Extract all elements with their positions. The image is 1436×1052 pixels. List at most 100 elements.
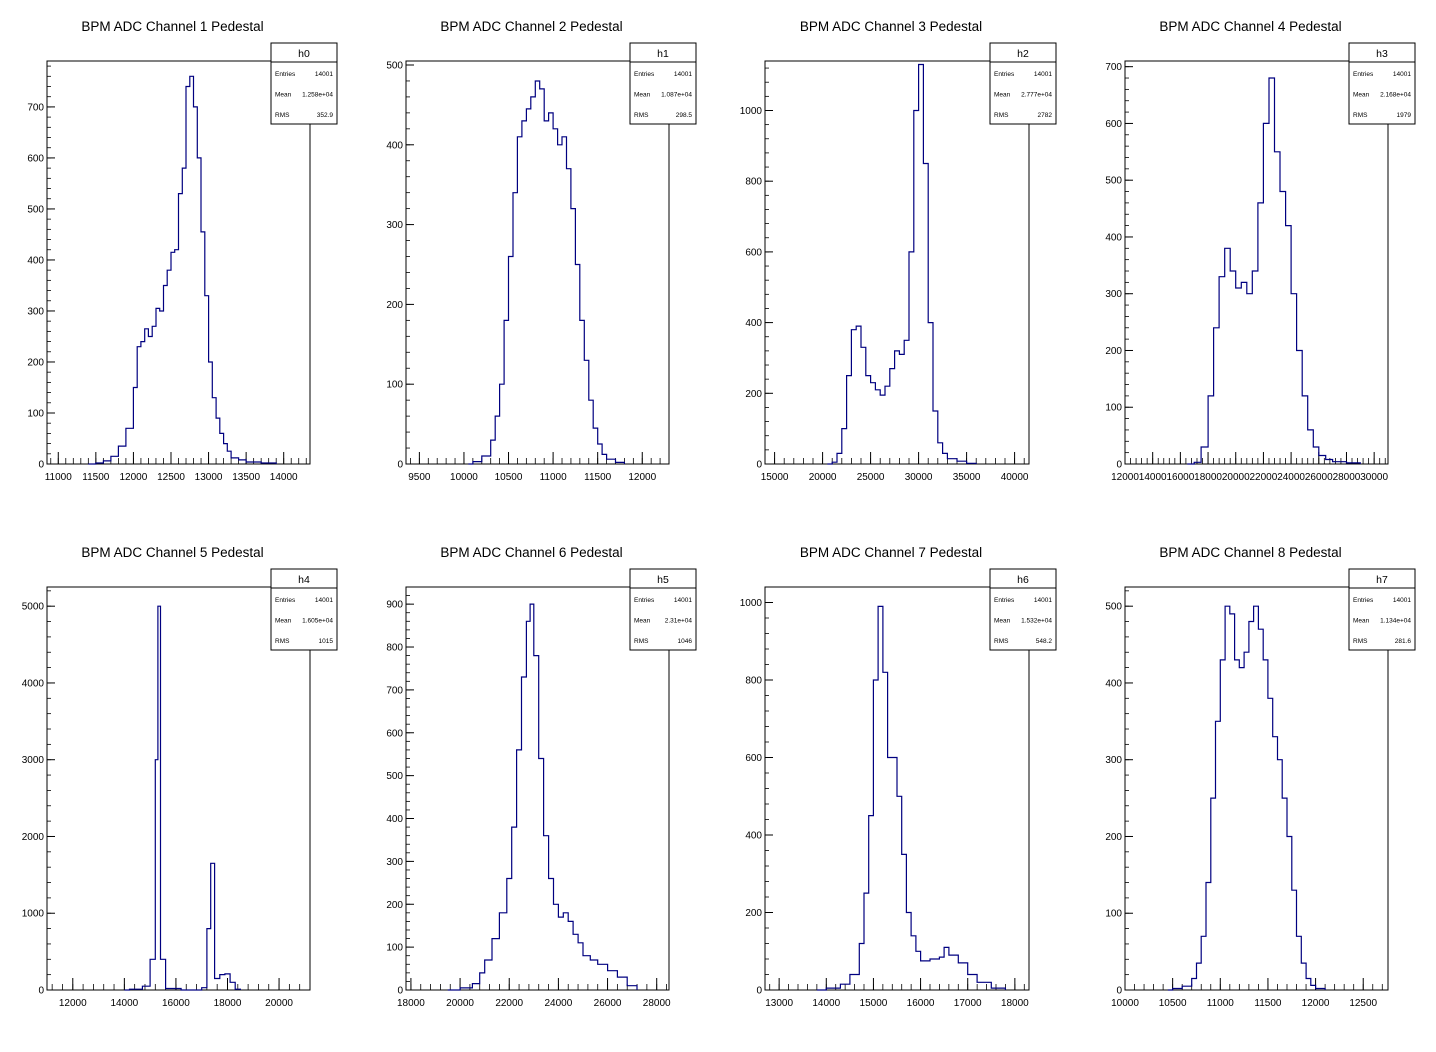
- x-tick-label: 30000: [1360, 472, 1388, 483]
- stats-box-frame: [989, 42, 1057, 125]
- stats-value-rms: 1046: [678, 638, 693, 645]
- stats-label-entries: Entries: [1353, 597, 1374, 604]
- y-tick-label: 400: [1105, 232, 1122, 243]
- y-tick-label: 200: [1105, 346, 1122, 357]
- stats-box-frame: [270, 568, 338, 651]
- y-tick-label: 100: [1105, 909, 1122, 920]
- x-tick-label: 20000: [265, 998, 293, 1009]
- y-tick-label: 200: [386, 900, 403, 911]
- stats-name: h5: [657, 574, 669, 586]
- stats-value-mean: 1.532e+04: [1021, 618, 1052, 625]
- x-tick-label: 28000: [643, 998, 671, 1009]
- stats-label-entries: Entries: [634, 597, 655, 604]
- y-tick-label: 800: [386, 643, 403, 654]
- stats-name: h3: [1376, 48, 1388, 60]
- stats-name: h6: [1017, 574, 1029, 586]
- x-tick-label: 16000: [162, 998, 190, 1009]
- x-tick-label: 14000: [110, 998, 138, 1009]
- y-tick-label: 400: [386, 814, 403, 825]
- y-tick-label: 600: [745, 753, 762, 764]
- histogram-pad-7: BPM ADC Channel 7 Pedestal 0 200 400 600 800 1…: [740, 545, 1057, 1009]
- y-tick-label: 600: [1105, 119, 1122, 130]
- y-tick-label: 0: [397, 986, 403, 997]
- x-tick-label: 26000: [594, 998, 622, 1009]
- stats-value-mean: 1.258e+04: [302, 92, 333, 99]
- x-tick-label: 15000: [761, 472, 789, 483]
- stats-value-entries: 14001: [674, 597, 692, 604]
- histogram-pad-4: BPM ADC Channel 4 Pedestal 0 100 200 300 400 5…: [1105, 19, 1416, 483]
- stats-box-frame: [270, 42, 338, 125]
- stats-value-entries: 14001: [315, 597, 333, 604]
- y-tick-label: 400: [1105, 678, 1122, 689]
- stats-box-frame: [1348, 568, 1416, 651]
- x-tick-label: 20000: [446, 998, 474, 1009]
- histogram-pad-6: BPM ADC Channel 6 Pedestal 0 100 200 300 400 5…: [386, 545, 697, 1009]
- x-tick-label: 12000: [1111, 472, 1139, 483]
- y-tick-label: 500: [386, 771, 403, 782]
- stats-label-mean: Mean: [275, 618, 292, 625]
- x-tick-label: 30000: [905, 472, 933, 483]
- x-tick-label: 10000: [450, 472, 478, 483]
- x-tick-label: 14000: [270, 472, 298, 483]
- plot-frame: [46, 586, 311, 991]
- stats-value-rms: 298.5: [676, 112, 693, 119]
- stats-box: h2 Entries 14001 Mean 2.777e+04 RMS 2782: [989, 42, 1057, 125]
- stats-value-mean: 2.168e+04: [1380, 92, 1411, 99]
- y-tick-label: 200: [386, 300, 403, 311]
- x-tick-label: 14000: [812, 998, 840, 1009]
- chart-title: BPM ADC Channel 5 Pedestal: [81, 545, 263, 560]
- histogram-series: [447, 603, 638, 991]
- stats-box-frame: [629, 42, 697, 125]
- y-tick-label: 800: [745, 177, 762, 188]
- x-tick-label: 35000: [953, 472, 981, 483]
- chart-title: BPM ADC Channel 8 Pedestal: [1159, 545, 1341, 560]
- x-tick-label: 14000: [1139, 472, 1167, 483]
- plot-frame: [405, 586, 670, 991]
- y-tick-label: 900: [386, 600, 403, 611]
- stats-value-entries: 14001: [1034, 71, 1052, 78]
- histogram-pad-5: BPM ADC Channel 5 Pedestal 0 1000 2000 3000 4…: [22, 545, 338, 1009]
- stats-label-entries: Entries: [1353, 71, 1374, 78]
- y-tick-label: 200: [1105, 832, 1122, 843]
- x-tick-label: 16000: [1166, 472, 1194, 483]
- stats-value-entries: 14001: [315, 71, 333, 78]
- stats-label-entries: Entries: [994, 597, 1015, 604]
- stats-value-rms: 1015: [319, 638, 334, 645]
- x-tick-label: 12500: [1349, 998, 1377, 1009]
- x-tick-label: 26000: [1305, 472, 1333, 483]
- x-tick-label: 18000: [1001, 998, 1029, 1009]
- y-tick-label: 300: [386, 220, 403, 231]
- stats-name: h7: [1376, 574, 1388, 586]
- y-tick-label: 2000: [22, 832, 45, 843]
- stats-name: h0: [298, 48, 310, 60]
- y-tick-label: 200: [27, 357, 44, 368]
- y-tick-label: 1000: [740, 598, 763, 609]
- y-tick-label: 100: [27, 408, 44, 419]
- x-tick-label: 18000: [397, 998, 425, 1009]
- y-tick-label: 4000: [22, 678, 45, 689]
- x-tick-label: 12000: [120, 472, 148, 483]
- stats-label-rms: RMS: [994, 112, 1009, 119]
- y-tick-label: 600: [386, 728, 403, 739]
- stats-label-mean: Mean: [1353, 618, 1370, 625]
- stats-value-entries: 14001: [1393, 71, 1411, 78]
- stats-value-rms: 281.6: [1395, 638, 1412, 645]
- x-tick-label: 10000: [1111, 998, 1139, 1009]
- y-tick-label: 700: [1105, 62, 1122, 73]
- chart-title: BPM ADC Channel 3 Pedestal: [800, 19, 982, 34]
- x-tick-label: 13500: [232, 472, 260, 483]
- x-tick-label: 28000: [1333, 472, 1361, 483]
- stats-box: h6 Entries 14001 Mean 1.532e+04 RMS 548.2: [989, 568, 1057, 651]
- y-tick-label: 400: [386, 140, 403, 151]
- chart-title: BPM ADC Channel 1 Pedestal: [81, 19, 263, 34]
- chart-title: BPM ADC Channel 4 Pedestal: [1159, 19, 1341, 34]
- stats-value-mean: 1.605e+04: [302, 618, 333, 625]
- stats-box: h4 Entries 14001 Mean 1.605e+04 RMS 1015: [270, 568, 338, 651]
- x-tick-label: 40000: [1001, 472, 1029, 483]
- stats-box: h5 Entries 14001 Mean 2.31e+04 RMS 1046: [629, 568, 697, 651]
- stats-value-entries: 14001: [1393, 597, 1411, 604]
- stats-label-rms: RMS: [1353, 638, 1368, 645]
- y-tick-label: 0: [38, 986, 44, 997]
- stats-value-mean: 2.31e+04: [665, 618, 693, 625]
